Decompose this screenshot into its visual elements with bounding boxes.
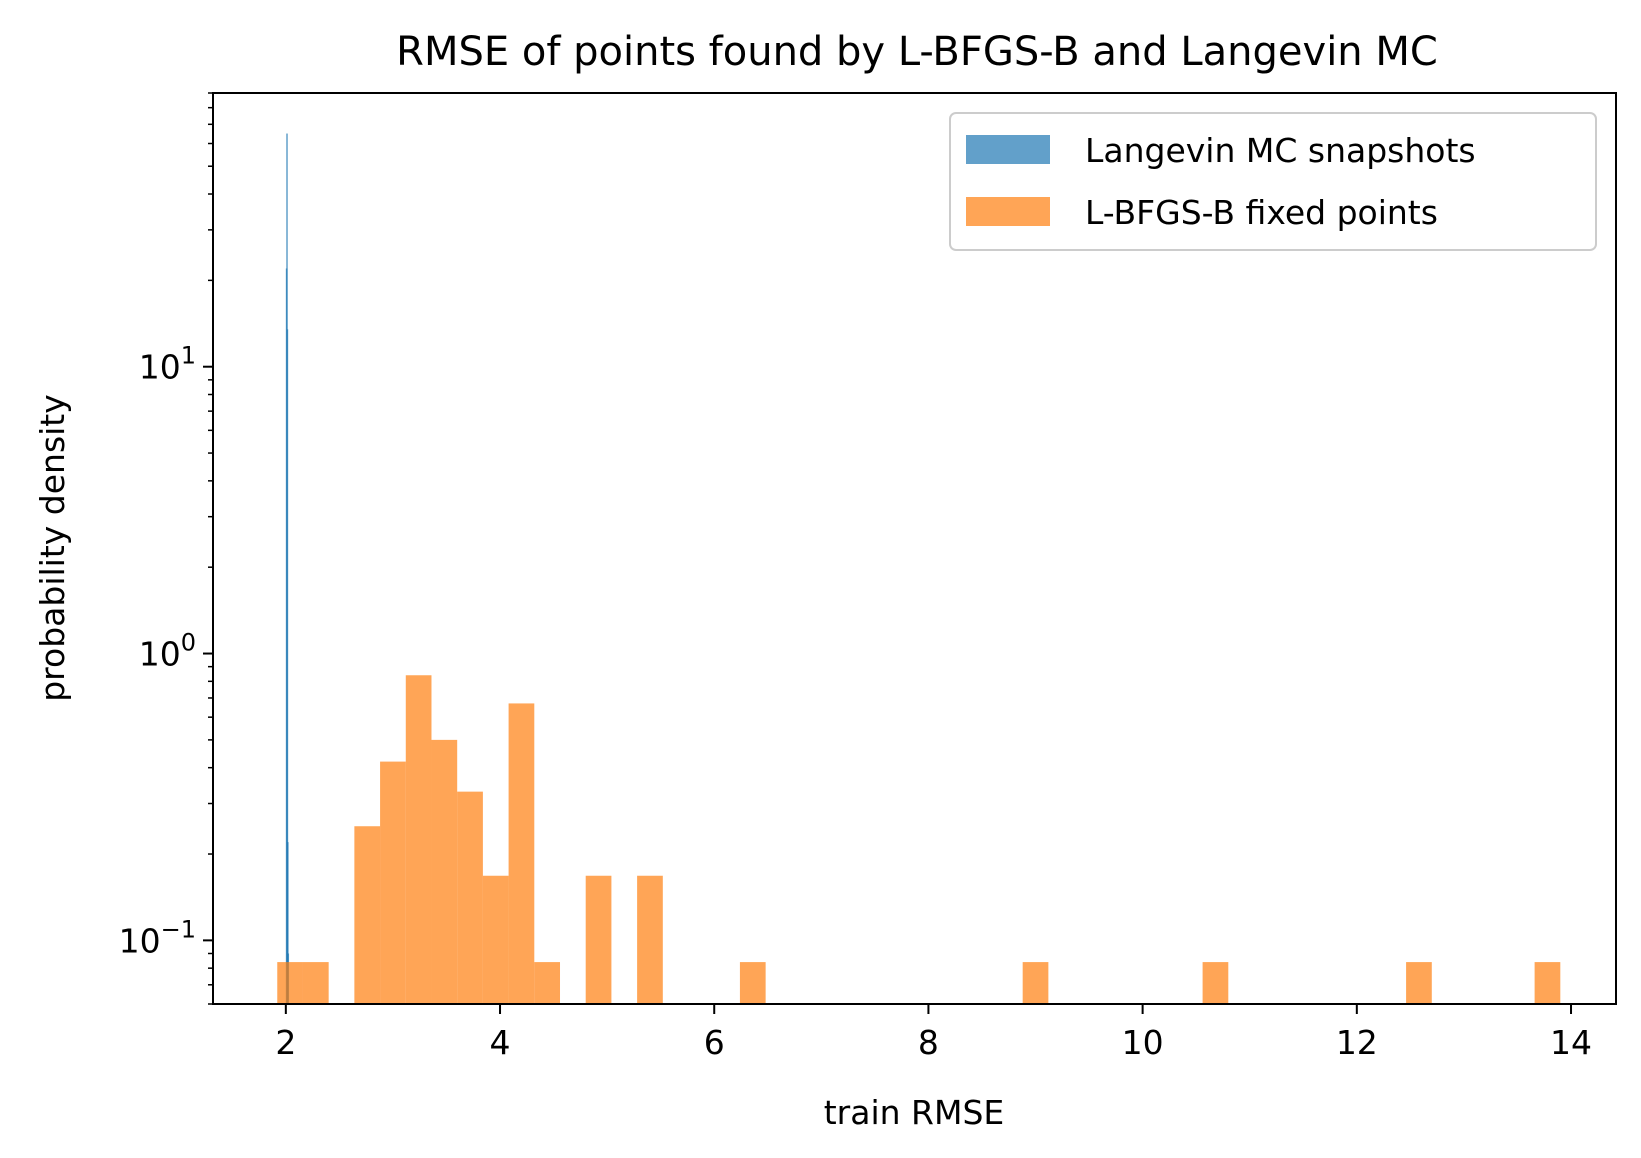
bar-lbfgsb-13 (1022, 962, 1049, 1004)
y-axis-ticks: 10−1 100 101 (119, 342, 213, 960)
bar-lbfgsb-8 (508, 703, 535, 1004)
legend-box (949, 112, 1597, 251)
bar-lbfgsb-10 (585, 875, 612, 1004)
x-tick-label: 12 (1336, 1023, 1378, 1062)
bar-lbfgsb-6 (457, 791, 483, 1004)
bar-lbfgsb-4 (405, 675, 432, 1004)
bar-lbfgsb-16 (1534, 962, 1561, 1004)
bar-lbfgsb-14 (1202, 962, 1229, 1004)
x-tick-label: 10 (1122, 1023, 1164, 1062)
bar-lbfgsb-7 (482, 875, 509, 1004)
legend-swatch-langevin (966, 135, 1050, 164)
y-tick-label: 101 (139, 342, 196, 387)
chart-title: RMSE of points found by L-BFGS-B and Lan… (396, 29, 1438, 75)
legend-label-langevin: Langevin MC snapshots (1085, 131, 1476, 170)
x-axis-label: train RMSE (824, 1093, 1005, 1132)
x-tick-label: 6 (704, 1023, 725, 1062)
bar-lbfgsb-12 (739, 962, 766, 1004)
bar-lbfgsb-9 (534, 962, 561, 1004)
x-tick-label: 4 (490, 1023, 511, 1062)
bar-lbfgsb-0 (277, 962, 303, 1004)
bar-lbfgsb-3 (380, 761, 406, 1004)
legend: Langevin MC snapshots L-BFGS-B fixed poi… (949, 112, 1597, 251)
bar-lbfgsb-11 (637, 875, 663, 1004)
x-tick-label: 2 (275, 1023, 296, 1062)
x-tick-label: 8 (918, 1023, 939, 1062)
y-tick-label: 10−1 (119, 915, 196, 960)
histogram-bars (277, 133, 1561, 1004)
x-axis-ticks: 2 4 6 8 10 12 14 (275, 1004, 1592, 1062)
x-tick-label: 14 (1550, 1023, 1592, 1062)
bar-lbfgsb-15 (1406, 962, 1432, 1004)
plot-area-frame (212, 92, 1617, 1005)
bar-langevin-3 (287, 842, 289, 1004)
legend-swatch-lbfgsb (966, 197, 1050, 226)
bar-lbfgsb-2 (354, 826, 381, 1004)
bar-lbfgsb-5 (431, 739, 458, 1004)
bar-lbfgsb-1 (302, 962, 329, 1004)
bar-langevin-2 (286, 329, 289, 1004)
y-tick-label: 100 (139, 629, 196, 674)
legend-label-lbfgsb: L-BFGS-B fixed points (1085, 193, 1438, 232)
y-axis-label: probability density (33, 394, 72, 702)
